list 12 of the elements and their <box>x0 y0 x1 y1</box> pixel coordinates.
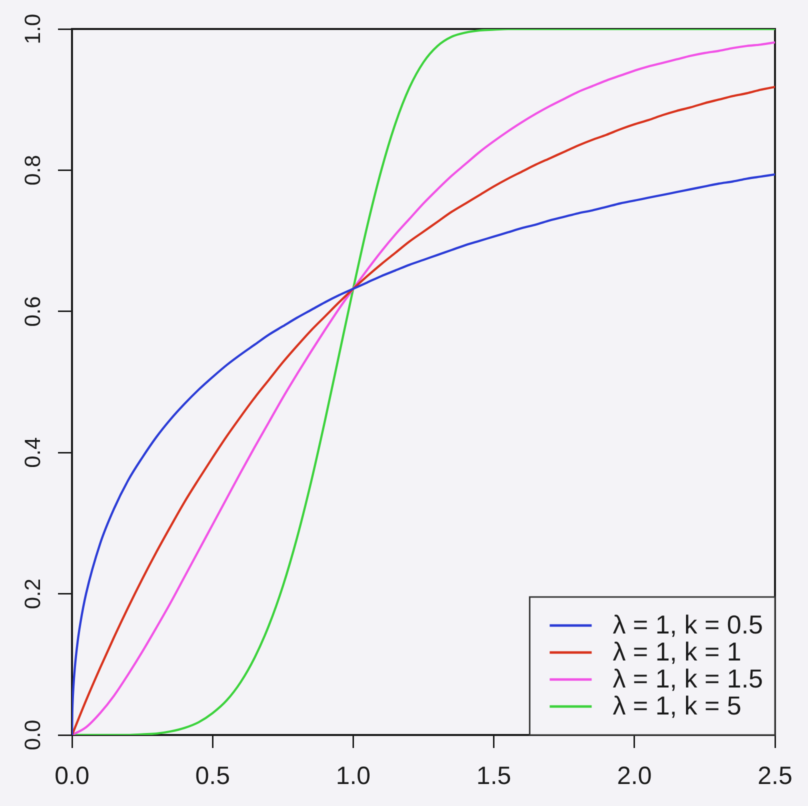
y-tick-label: 0.8 <box>20 154 45 186</box>
y-tick-label: 0.6 <box>20 296 45 327</box>
x-tick-label: 2.0 <box>617 762 652 790</box>
x-tick-label: 1.5 <box>476 762 512 790</box>
y-tick-label: 0.0 <box>20 720 45 750</box>
y-tick-label: 0.2 <box>20 578 45 610</box>
x-tick-label: 2.5 <box>758 762 792 790</box>
x-tick-label: 0.0 <box>54 762 90 790</box>
y-tick-label: 1.0 <box>20 14 45 44</box>
y-tick-label: 0.4 <box>20 437 45 468</box>
x-tick-label: 1.0 <box>336 762 371 790</box>
x-tick-label: 0.5 <box>195 762 230 790</box>
